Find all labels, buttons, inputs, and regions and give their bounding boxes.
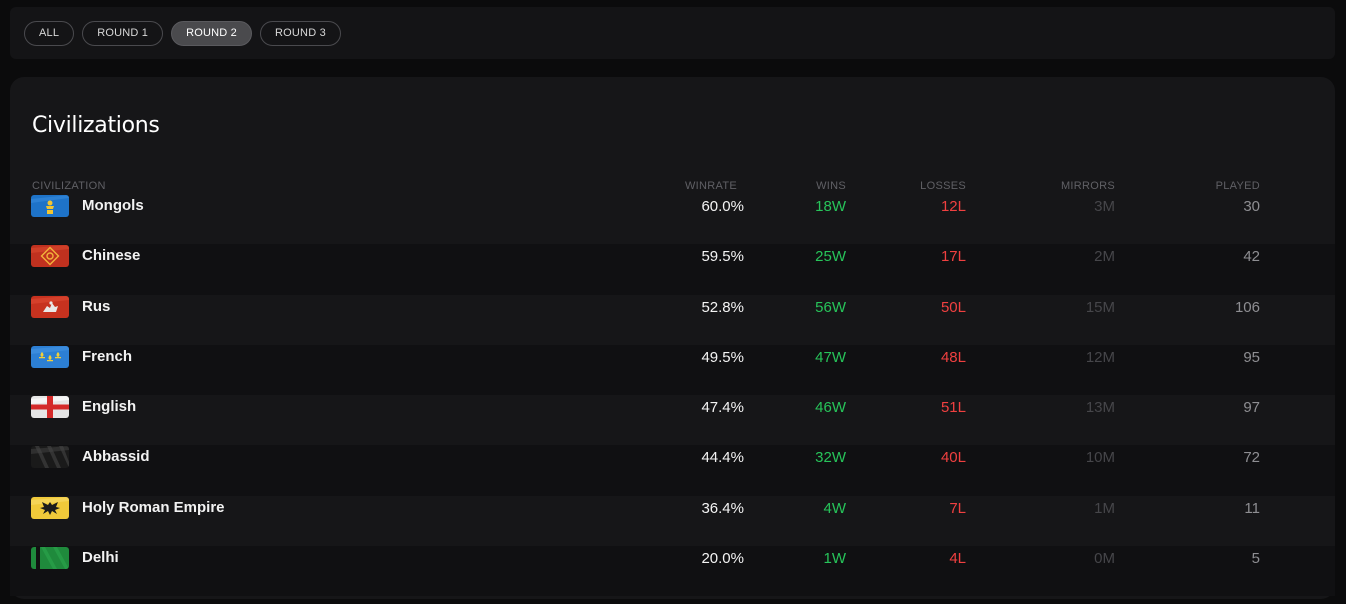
holy-roman-empire-flag-icon (31, 496, 69, 519)
chinese-flag-icon (31, 245, 69, 268)
column-header-wins[interactable]: WINS (816, 180, 846, 192)
played-value: 30 (1243, 198, 1260, 215)
winrate-value: 52.8% (701, 298, 744, 316)
civilization-name[interactable]: Rus (82, 297, 111, 315)
mirrors-value: 2M (1094, 248, 1115, 266)
table-row[interactable]: Mongols 60.0% 18W 12L 3M 30 (10, 194, 1335, 244)
played-value: 42 (1243, 248, 1260, 266)
rus-flag-icon (31, 295, 69, 318)
wins-value: 47W (815, 348, 846, 366)
table-header: CIVILIZATION WINRATE WINS LOSSES MIRRORS… (10, 177, 1335, 195)
filter-all-button[interactable]: ALL (24, 20, 75, 46)
played-value: 95 (1243, 348, 1260, 366)
losses-value: 12L (940, 198, 966, 215)
losses-value: 48L (940, 348, 966, 366)
delhi-flag-icon (31, 547, 69, 570)
played-value: 72 (1243, 449, 1260, 467)
played-value: 5 (1251, 550, 1260, 568)
table-row[interactable]: English 47.4% 46W 51L 13M 97 (10, 395, 1335, 445)
mirrors-value: 3M (1094, 198, 1115, 215)
civilization-name[interactable]: Holy Roman Empire (82, 498, 225, 516)
column-header-civilization[interactable]: CIVILIZATION (32, 180, 106, 192)
table-row[interactable]: Chinese 59.5% 25W 17L 2M 42 (10, 244, 1335, 295)
losses-value: 50L (940, 298, 966, 316)
mirrors-value: 0M (1094, 550, 1115, 568)
table-row[interactable]: Delhi 20.0% 1W 4L 0M 5 (10, 546, 1335, 597)
played-value: 11 (1244, 499, 1260, 517)
mirrors-value: 10M (1085, 449, 1115, 467)
winrate-value: 47.4% (701, 399, 744, 417)
mirrors-value: 15M (1085, 298, 1115, 316)
civilization-name[interactable]: Abbassid (82, 448, 150, 466)
winrate-value: 36.4% (701, 499, 744, 517)
wins-value: 18W (815, 198, 846, 215)
abbassid-flag-icon (31, 446, 69, 469)
winrate-value: 60.0% (701, 198, 744, 215)
english-flag-icon (31, 396, 69, 419)
losses-value: 4L (949, 550, 966, 568)
wins-value: 46W (815, 399, 846, 417)
mirrors-value: 13M (1085, 399, 1115, 417)
wins-value: 56W (815, 298, 846, 316)
column-header-losses[interactable]: LOSSES (920, 180, 966, 192)
wins-value: 1W (823, 550, 847, 568)
wins-value: 32W (815, 449, 846, 467)
round-filter-bar: ALL ROUND 1 ROUND 2 ROUND 3 (10, 7, 1335, 59)
wins-value: 25W (815, 248, 846, 266)
civilization-name[interactable]: Mongols (82, 197, 144, 214)
winrate-value: 20.0% (701, 550, 744, 568)
civilization-name[interactable]: English (82, 398, 137, 416)
winrate-value: 49.5% (701, 348, 744, 366)
french-flag-icon (31, 345, 69, 368)
losses-value: 40L (940, 449, 966, 467)
winrate-value: 44.4% (701, 449, 744, 467)
table-row[interactable]: French 49.5% 47W 48L 12M 95 (10, 344, 1335, 396)
mongols-flag-icon (31, 195, 69, 217)
mirrors-value: 1M (1094, 499, 1115, 517)
civilization-name[interactable]: French (82, 347, 133, 365)
played-value: 97 (1243, 399, 1260, 417)
filter-round-1-button[interactable]: ROUND 1 (82, 20, 164, 46)
table-row[interactable]: Abbassid 44.4% 32W 40L 10M 72 (10, 445, 1335, 496)
column-header-played[interactable]: PLAYED (1215, 180, 1260, 192)
civilizations-table-body: Mongols 60.0% 18W 12L 3M 30 Chinese 59.5… (10, 194, 1335, 597)
filter-round-3-button[interactable]: ROUND 3 (260, 20, 341, 46)
table-row[interactable]: Rus 52.8% 56W 50L 15M 106 (10, 295, 1335, 345)
mirrors-value: 12M (1085, 348, 1115, 366)
column-header-winrate[interactable]: WINRATE (684, 180, 737, 192)
panel-title: Civilizations (32, 113, 160, 138)
table-row[interactable]: Holy Roman Empire 36.4% 4W 7L 1M 11 (10, 496, 1335, 546)
civilization-name[interactable]: Delhi (82, 549, 119, 567)
filter-round-2-button[interactable]: ROUND 2 (171, 20, 252, 46)
civilizations-panel: Civilizations CIVILIZATION WINRATE WINS … (10, 77, 1335, 599)
losses-value: 51L (940, 399, 966, 417)
civilization-name[interactable]: Chinese (82, 247, 141, 265)
wins-value: 4W (823, 499, 847, 517)
losses-value: 17L (940, 248, 966, 266)
column-header-mirrors[interactable]: MIRRORS (1060, 180, 1115, 192)
winrate-value: 59.5% (701, 248, 744, 266)
played-value: 106 (1234, 298, 1260, 316)
losses-value: 7L (949, 499, 966, 517)
